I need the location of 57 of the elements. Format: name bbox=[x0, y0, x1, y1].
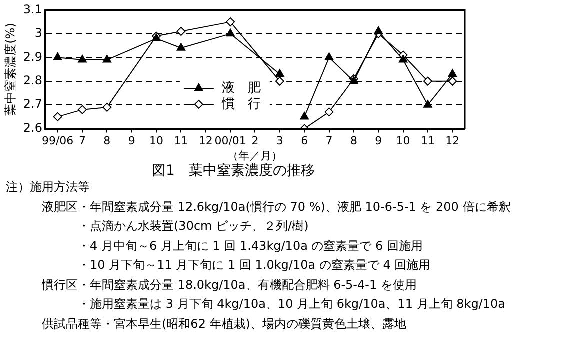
x-tick-label: 9 bbox=[375, 134, 382, 148]
x-tick-label: 99/06 bbox=[42, 134, 74, 148]
x-tick-label: 12 bbox=[198, 134, 213, 148]
x-axis-title: （年／月） bbox=[228, 149, 283, 162]
x-tick-label: 3 bbox=[276, 134, 284, 148]
point bbox=[398, 55, 408, 63]
point bbox=[276, 69, 284, 77]
x-tick-label: 9 bbox=[128, 134, 136, 148]
point bbox=[78, 55, 87, 63]
point bbox=[53, 112, 62, 122]
point bbox=[275, 76, 284, 86]
x-tick-label: 8 bbox=[104, 134, 111, 148]
point bbox=[226, 18, 236, 27]
x-tick-label: 10 bbox=[150, 134, 164, 148]
legend-label: 液 肥 bbox=[222, 80, 261, 96]
point bbox=[374, 26, 384, 34]
text: ・4 月中旬～6 月上旬に 1 回 1.43kg/10a の窒素量で 6 回施用 bbox=[77, 238, 424, 254]
x-tick-label: 6 bbox=[301, 134, 308, 148]
point bbox=[423, 76, 432, 86]
point bbox=[324, 108, 334, 117]
text: ・点滴かん水装置(30cm ピッチ、２列/樹) bbox=[77, 218, 310, 235]
y-tick-label: 2.8 bbox=[23, 73, 42, 88]
y-tick-label: 2.6 bbox=[23, 120, 42, 135]
point bbox=[448, 69, 458, 77]
text: 液肥区・年間窒素成分量 12.6kg/10a(慣行の 70 %)、液肥 10-6-5-1 を 200 倍に希釈 bbox=[41, 198, 511, 216]
x-tick-label: 2 bbox=[252, 134, 259, 148]
y-tick-label: 3 bbox=[34, 26, 42, 40]
text: ・10 月下旬～11 月下旬に 1 回 1.0kg/10a の窒素量で 4 回施用 bbox=[77, 257, 432, 274]
point bbox=[324, 52, 334, 60]
text: 図1 葉中窒素濃度の推移 bbox=[152, 163, 315, 180]
y-tick-label: 2.9 bbox=[23, 50, 42, 64]
point bbox=[226, 28, 235, 37]
text: ・施用窒素量は 3 月下旬 4kg/10a、10 月上旬 6kg/10a、11 月上旬 8kg/10a bbox=[77, 296, 506, 313]
x-tick-label: 7 bbox=[79, 134, 86, 148]
point bbox=[78, 105, 87, 114]
point bbox=[424, 100, 432, 108]
x-tick-label: 00/01 bbox=[214, 134, 246, 148]
legend-label: 慣 行 bbox=[220, 96, 261, 112]
text: 供試品種等・宮本早生(昭和62 年植栽)、場内の礫質黄色土壌、露地 bbox=[41, 316, 408, 332]
y-tick-label: 3.1 bbox=[23, 2, 42, 16]
x-tick-label: 7 bbox=[326, 134, 333, 148]
x-tick-label: 11 bbox=[174, 134, 188, 148]
text: 慣行区・年間窒素成分量 18.0kg/10a、有機配合肥料 6-5-4-1 を使用 bbox=[40, 276, 418, 294]
point bbox=[102, 102, 112, 112]
point bbox=[176, 43, 186, 51]
y-tick-label: 2.7 bbox=[23, 97, 42, 112]
point bbox=[448, 76, 458, 86]
x-tick-label: 12 bbox=[446, 134, 460, 148]
y-axis-title: 葉中窒素濃度(%) bbox=[3, 23, 18, 116]
text: 注）施用方法等 bbox=[6, 179, 91, 196]
point bbox=[300, 112, 309, 120]
point bbox=[102, 55, 112, 63]
point bbox=[53, 52, 62, 60]
x-tick-label: 10 bbox=[396, 134, 410, 148]
point bbox=[176, 27, 186, 36]
x-tick-label: 8 bbox=[350, 134, 358, 148]
x-tick-label: 11 bbox=[420, 134, 435, 148]
